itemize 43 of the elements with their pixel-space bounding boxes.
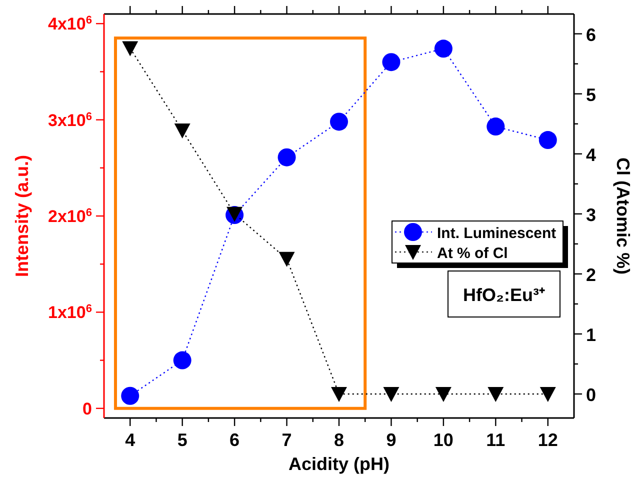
y2-tick-label: 0 <box>586 384 596 405</box>
point <box>278 252 295 267</box>
point <box>278 148 296 166</box>
y2-tick-label: 4 <box>586 144 596 165</box>
point <box>331 386 347 402</box>
point <box>434 40 452 58</box>
y-axis-title: Intensity (a.u.) <box>12 154 32 278</box>
x-tick-label: 11 <box>486 430 506 450</box>
point <box>383 386 400 402</box>
legend-label: At % of Cl <box>437 245 508 262</box>
point <box>174 123 190 138</box>
x-tick-label: 9 <box>386 430 396 450</box>
y-tick-label: 0 <box>82 399 92 418</box>
y2-tick-label: 5 <box>586 84 596 105</box>
x-tick-label: 12 <box>538 430 558 450</box>
point <box>540 386 556 402</box>
x-axis-title: Acidity (pH) <box>288 454 390 474</box>
x-tick-label: 5 <box>177 430 188 450</box>
point <box>488 386 504 402</box>
y2-axis-title: Cl (Atomic %) <box>613 158 633 275</box>
point <box>122 41 138 56</box>
x-tick-label: 4 <box>125 430 136 450</box>
y2-tick-label: 6 <box>586 24 596 45</box>
point <box>330 112 348 131</box>
point <box>121 386 140 405</box>
x-tick-label: 10 <box>433 430 454 450</box>
x-tick-label: 6 <box>230 430 240 450</box>
point <box>486 118 505 136</box>
y2-tick-label: 1 <box>586 324 596 345</box>
legend-label: Int. Luminescent <box>437 225 556 242</box>
point <box>435 386 452 402</box>
point <box>538 131 557 150</box>
y-tick-label: 3x10$^{6}$ <box>48 110 92 130</box>
y-tick-label: 1x10$^{6}$ <box>48 303 92 322</box>
point <box>173 351 192 370</box>
y2-tick-label: 2 <box>586 264 596 285</box>
y-tick-label: 4x10$^{6}$ <box>48 14 92 34</box>
annotation: HfO₂:Eu³⁺ <box>463 285 545 305</box>
y2-tick-label: 3 <box>586 204 596 225</box>
y-tick-label: 2x10$^{6}$ <box>48 207 92 226</box>
x-tick-label: 7 <box>282 430 292 450</box>
point <box>382 53 400 72</box>
x-tick-label: 8 <box>334 430 344 450</box>
